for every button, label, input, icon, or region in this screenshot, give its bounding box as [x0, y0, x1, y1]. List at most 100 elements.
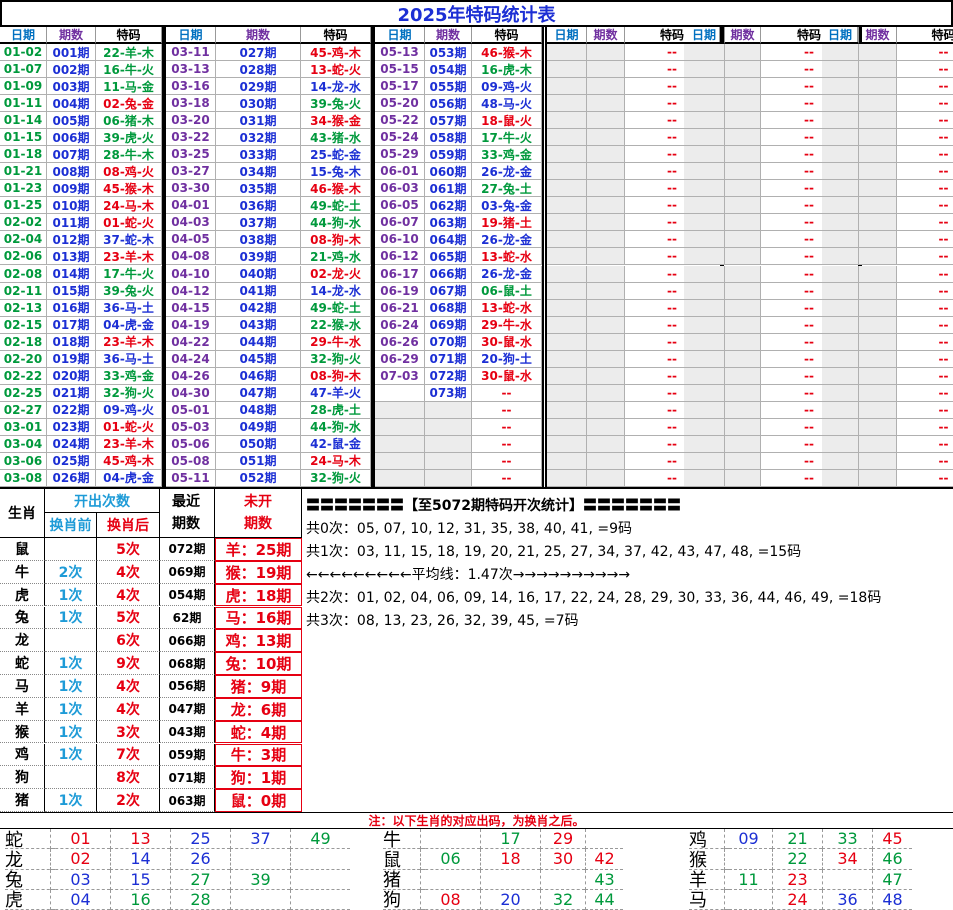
code-cell: 18-鼠-火: [472, 112, 542, 130]
issue-cell: [587, 265, 625, 283]
date-cell: 03-13: [166, 61, 216, 79]
column-header: 日期: [166, 27, 216, 44]
section-border: [0, 487, 953, 489]
date-cell: 04-22: [166, 333, 216, 351]
issue-cell: 056期: [425, 95, 472, 113]
recent-issue: 059期: [160, 743, 215, 767]
issue-cell: [859, 282, 897, 300]
issue-cell: 060期: [425, 163, 472, 181]
column-header: 特码: [301, 27, 371, 44]
code-cell: --: [897, 351, 953, 368]
date-cell: [684, 299, 725, 317]
code-cell: 39-兔-火: [301, 95, 371, 113]
issue-cell: 018期: [47, 333, 96, 351]
issue-cell: 008期: [47, 163, 96, 181]
code-cell: 02-兔-金: [96, 95, 162, 113]
date-cell: 01-14: [0, 112, 47, 130]
date-cell: [822, 112, 859, 130]
date-cell: [822, 197, 859, 215]
number-cell: [290, 889, 350, 910]
date-cell: 01-25: [0, 197, 47, 215]
count-before: [45, 629, 97, 653]
issue-cell: 048期: [216, 401, 301, 419]
number-cell: 13: [110, 829, 170, 850]
date-cell: [822, 367, 859, 385]
issue-cell: 032期: [216, 129, 301, 147]
issue-cell: [859, 469, 897, 487]
date-cell: 07-03: [375, 367, 425, 385]
issue-cell: [859, 214, 897, 232]
code-cell: --: [472, 452, 542, 470]
count-before: 1次: [45, 697, 97, 721]
issue-cell: [587, 197, 625, 215]
recent-issue: 072期: [160, 538, 215, 561]
code-cell: --: [897, 231, 953, 249]
issue-cell: 046期: [216, 367, 301, 385]
date-cell: 02-27: [0, 401, 47, 419]
number-cell: 47: [872, 869, 912, 890]
date-cell: 04-12: [166, 282, 216, 300]
code-cell: --: [897, 266, 953, 283]
issue-cell: [859, 316, 897, 334]
footnote: 注：以下生肖的对应出码，为换肖之后。: [0, 812, 953, 829]
zodiac: 蛇: [0, 652, 45, 675]
number-cell: [480, 869, 540, 890]
issue-cell: 020期: [47, 367, 96, 385]
date-cell: [822, 452, 859, 470]
issue-cell: [859, 384, 897, 402]
number-cell: 16: [110, 889, 170, 910]
issue-cell: [859, 401, 897, 419]
issue-cell: 042期: [216, 299, 301, 317]
code-cell: 43-猪-水: [301, 129, 371, 147]
date-cell: [547, 146, 587, 164]
issue-cell: [725, 367, 761, 385]
issue-cell: 047期: [216, 384, 301, 402]
code-cell: 01-蛇-火: [96, 214, 162, 232]
date-cell: [547, 95, 587, 113]
date-cell: 03-01: [0, 418, 47, 436]
number-cell: 06: [420, 849, 480, 870]
date-cell: [547, 129, 587, 147]
date-cell: 01-15: [0, 129, 47, 147]
date-cell: 05-01: [166, 401, 216, 419]
issue-cell: [725, 44, 761, 62]
issue-cell: 061期: [425, 180, 472, 198]
issue-cell: [725, 350, 761, 368]
count-after: 2次: [97, 789, 160, 812]
date-cell: [547, 401, 587, 419]
date-cell: [684, 418, 725, 436]
recent-issue: 047期: [160, 697, 215, 721]
date-cell: [684, 180, 725, 198]
code-cell: 02-龙-火: [301, 265, 371, 283]
recent-issue: 071期: [160, 766, 215, 790]
date-cell: 01-18: [0, 146, 47, 164]
date-cell: 02-04: [0, 231, 47, 249]
code-cell: 06-猪-木: [96, 112, 162, 130]
stats-header: 生肖: [0, 489, 45, 538]
number-cell: 11: [724, 869, 772, 890]
date-cell: 05-29: [375, 146, 425, 164]
stat-line: 共0次：05, 07, 10, 12, 31, 35, 38, 40, 41, …: [306, 520, 632, 537]
count-after: 6次: [97, 629, 160, 653]
zodiac-name: 猴: [689, 849, 729, 871]
issue-cell: [725, 418, 761, 436]
date-cell: 02-15: [0, 316, 47, 334]
date-cell: [375, 452, 425, 470]
zodiac: 兔: [0, 606, 45, 630]
code-cell: 30-鼠-水: [472, 333, 542, 351]
issue-cell: [587, 435, 625, 453]
number-cell: 20: [480, 889, 540, 910]
date-cell: 01-07: [0, 61, 47, 79]
date-cell: [822, 282, 859, 300]
count-after: 4次: [97, 583, 160, 607]
code-cell: 32-狗-火: [301, 350, 371, 368]
date-cell: [684, 316, 725, 334]
date-cell: 03-27: [166, 163, 216, 181]
date-cell: 06-12: [375, 248, 425, 266]
code-cell: 28-虎-土: [301, 401, 371, 419]
date-cell: [684, 61, 725, 79]
zodiac-name: 马: [689, 890, 729, 910]
code-cell: --: [897, 248, 953, 266]
issue-cell: [725, 78, 761, 96]
